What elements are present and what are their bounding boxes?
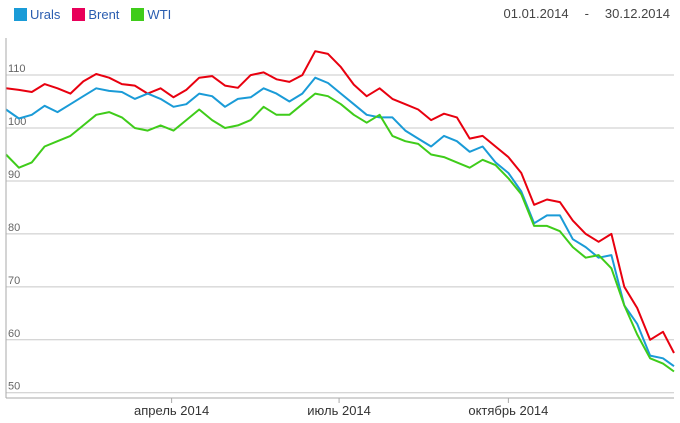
urals-swatch-icon [14,8,27,21]
date-range: 01.01.2014 - 30.12.2014 [504,6,671,21]
x-tick-label: июль 2014 [307,403,371,418]
legend: Urals Brent WTI [14,7,171,22]
date-range-separator: - [584,6,589,21]
date-range-end[interactable]: 30.12.2014 [604,6,670,21]
x-tick-label: апрель 2014 [134,403,209,418]
legend-label-wti: WTI [147,7,172,22]
x-tick-labels: апрель 2014 июль 2014 октябрь 2014 [134,398,548,418]
chart-header: Urals Brent WTI 01.01.2014 - 30.12.2014 [0,0,680,28]
series-line-wti[interactable] [5,92,675,373]
brent-swatch-icon [72,8,86,21]
legend-label-brent: Brent [88,7,120,22]
series-lines [5,50,675,373]
price-line-chart: 50 60 70 80 90 100 110 апрель 2014 июль 2014 окт… [5,38,675,418]
legend-item-wti[interactable]: WTI [131,7,171,22]
wti-swatch-icon [131,8,145,21]
y-tick-label: 60 [8,328,20,340]
series-line-brent[interactable] [5,50,675,354]
legend-label-urals: Urals [30,7,61,22]
y-tick-label: 100 [8,116,26,128]
y-tick-label: 70 [8,275,20,287]
series-line-urals[interactable] [5,76,675,368]
y-tick-labels: 50 60 70 80 90 100 110 [8,63,26,393]
y-tick-label: 110 [8,63,26,75]
legend-item-brent[interactable]: Brent [72,7,119,22]
date-range-start[interactable]: 01.01.2014 [503,6,569,21]
y-tick-label: 80 [8,222,20,234]
y-tick-label: 50 [8,381,20,393]
legend-item-urals[interactable]: Urals [14,7,60,22]
y-tick-label: 90 [8,169,20,181]
x-tick-label: октябрь 2014 [468,403,548,418]
grid-lines [6,74,674,394]
